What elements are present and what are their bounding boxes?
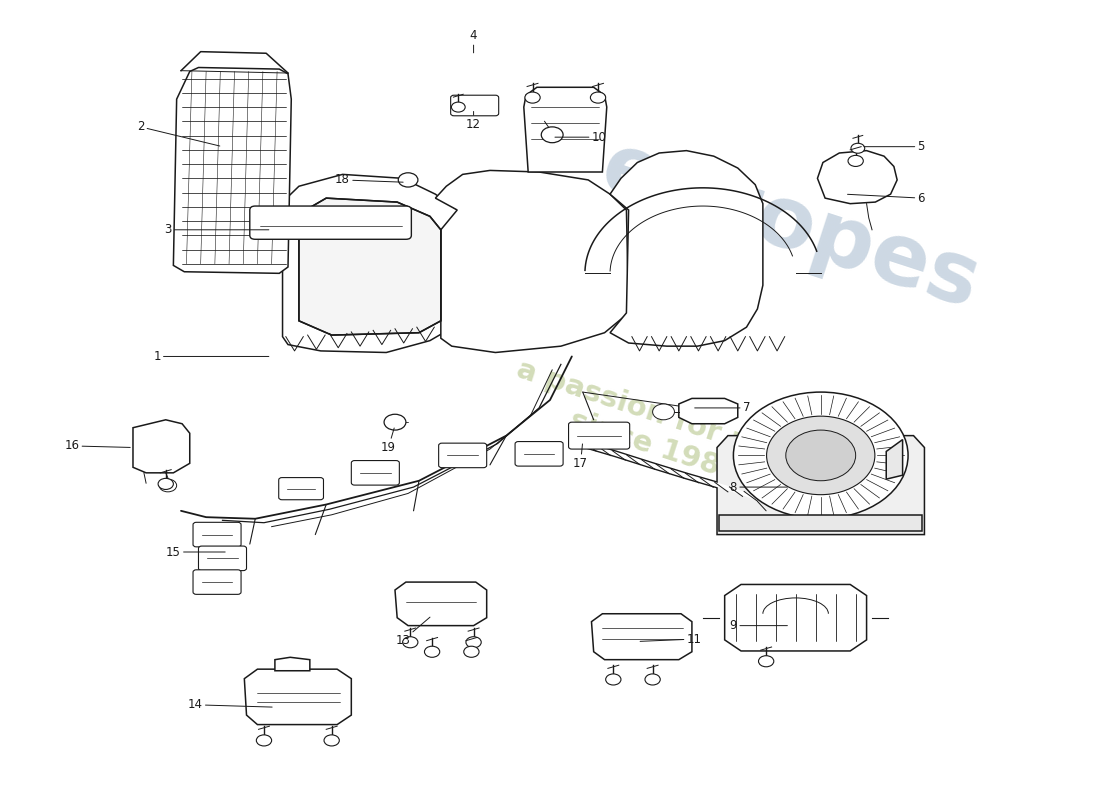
FancyBboxPatch shape — [451, 95, 498, 116]
Polygon shape — [592, 614, 692, 660]
Text: 19: 19 — [381, 428, 396, 454]
Text: 14: 14 — [188, 698, 272, 711]
Text: 16: 16 — [64, 439, 130, 453]
Polygon shape — [436, 170, 628, 353]
Circle shape — [398, 173, 418, 187]
Text: 15: 15 — [166, 546, 226, 558]
Text: europes: europes — [591, 126, 990, 326]
Circle shape — [256, 735, 272, 746]
Circle shape — [606, 674, 621, 685]
Circle shape — [785, 430, 856, 481]
FancyBboxPatch shape — [569, 422, 629, 449]
Circle shape — [848, 155, 864, 166]
Text: 17: 17 — [573, 444, 588, 470]
Text: 6: 6 — [847, 192, 925, 205]
Polygon shape — [275, 658, 310, 670]
Circle shape — [541, 127, 563, 142]
Circle shape — [466, 637, 481, 648]
Polygon shape — [719, 514, 922, 530]
Polygon shape — [725, 585, 867, 651]
FancyBboxPatch shape — [351, 461, 399, 485]
FancyBboxPatch shape — [192, 570, 241, 594]
Polygon shape — [395, 582, 486, 626]
Circle shape — [591, 92, 606, 103]
Text: 7: 7 — [695, 402, 750, 414]
Circle shape — [464, 646, 478, 658]
Polygon shape — [174, 67, 292, 274]
Text: 9: 9 — [729, 619, 788, 632]
Circle shape — [425, 646, 440, 658]
Polygon shape — [299, 198, 441, 335]
Circle shape — [759, 656, 773, 666]
Text: 5: 5 — [864, 140, 925, 153]
Text: 1: 1 — [153, 350, 268, 363]
Circle shape — [384, 414, 406, 430]
Circle shape — [734, 392, 909, 518]
Text: 2: 2 — [136, 120, 220, 146]
Polygon shape — [524, 87, 607, 172]
Text: 8: 8 — [729, 481, 788, 494]
Text: 10: 10 — [556, 130, 606, 144]
Polygon shape — [717, 436, 924, 534]
Circle shape — [652, 404, 674, 420]
Text: a passion for parts
since 1985: a passion for parts since 1985 — [503, 355, 815, 508]
Text: 18: 18 — [336, 174, 403, 186]
Text: 3: 3 — [164, 223, 268, 236]
Polygon shape — [610, 150, 763, 346]
FancyBboxPatch shape — [515, 442, 563, 466]
Circle shape — [645, 674, 660, 685]
Circle shape — [767, 416, 874, 494]
FancyBboxPatch shape — [439, 443, 486, 468]
Text: 13: 13 — [395, 617, 430, 647]
Circle shape — [403, 637, 418, 648]
Polygon shape — [679, 398, 738, 424]
Text: 12: 12 — [466, 111, 481, 131]
FancyBboxPatch shape — [198, 546, 246, 570]
Circle shape — [158, 478, 174, 490]
Text: 11: 11 — [640, 633, 702, 646]
Circle shape — [160, 479, 177, 492]
Circle shape — [525, 92, 540, 103]
FancyBboxPatch shape — [192, 522, 241, 547]
Text: 4: 4 — [470, 30, 477, 53]
Polygon shape — [133, 420, 189, 473]
Circle shape — [851, 143, 865, 154]
Polygon shape — [283, 174, 458, 353]
Circle shape — [324, 735, 339, 746]
FancyBboxPatch shape — [250, 206, 411, 239]
Polygon shape — [817, 150, 898, 204]
FancyBboxPatch shape — [278, 478, 323, 500]
Polygon shape — [244, 669, 351, 725]
Circle shape — [451, 102, 465, 112]
Polygon shape — [887, 439, 903, 479]
